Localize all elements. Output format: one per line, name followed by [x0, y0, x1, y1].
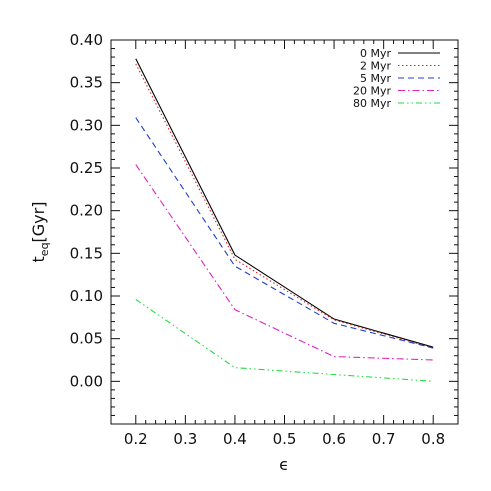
series-line	[135, 164, 434, 361]
legend-label: 20 Myr	[353, 85, 391, 98]
y-axis-title: teq[Gyr]	[29, 202, 51, 263]
series-line	[135, 63, 434, 349]
y-axis-title-base: t	[29, 256, 48, 262]
series-line	[135, 58, 434, 348]
legend-label: 2 Myr	[360, 60, 391, 73]
series-lines	[135, 58, 434, 382]
series-line	[135, 298, 434, 382]
y-tick-label: 0.40	[70, 31, 103, 49]
x-axis-ticks: 0.2 0.3 0.4 0.5 0.6 0.7 0.8	[124, 40, 445, 448]
y-tick-label: 0.35	[70, 74, 103, 92]
x-tick-label: 0.3	[173, 430, 197, 448]
y-tick-label: 0.10	[70, 287, 103, 305]
x-tick-label: 0.7	[372, 430, 396, 448]
legend-label: 0 Myr	[360, 47, 391, 60]
plot-frame	[110, 39, 459, 425]
series-line	[135, 117, 434, 349]
y-axis-title-sub: eq	[38, 242, 51, 256]
legend-label: 5 Myr	[360, 72, 391, 85]
y-tick-label: 0.00	[70, 372, 103, 390]
y-axis-title-rest: [Gyr]	[29, 202, 48, 243]
x-tick-label: 0.5	[273, 430, 297, 448]
x-tick-label: 0.2	[124, 430, 148, 448]
y-tick-label: 0.25	[70, 159, 103, 177]
x-tick-label: 0.8	[421, 430, 445, 448]
y-tick-label: 0.15	[70, 244, 103, 262]
x-tick-label: 0.4	[223, 430, 247, 448]
x-axis-title: ϵ	[279, 455, 289, 474]
y-tick-label: 0.20	[70, 202, 103, 220]
y-axis-ticks: 0.00 0.05 0.10 0.15 0.20 0.25 0.30 0.35 0.40	[70, 31, 458, 416]
y-tick-label: 0.30	[70, 116, 103, 134]
x-tick-label: 0.6	[322, 430, 346, 448]
legend-label: 80 Myr	[353, 97, 391, 110]
y-tick-label: 0.05	[70, 330, 103, 348]
